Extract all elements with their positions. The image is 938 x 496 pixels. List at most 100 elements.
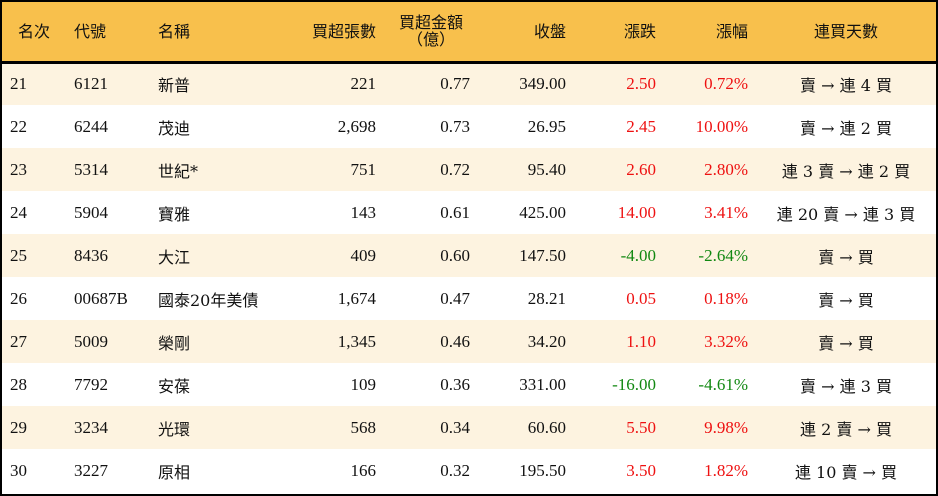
streak-cell: 連 10 賣 → 買	[794, 462, 898, 482]
lots-cell: 1,674	[337, 288, 376, 308]
change-cell: -4.00	[620, 245, 656, 265]
code-cell: 3234	[74, 417, 108, 437]
lots-cell: 143	[350, 202, 377, 222]
name-cell[interactable]: 新普	[158, 76, 191, 96]
rank-cell: 22	[10, 116, 27, 136]
code-cell: 6244	[74, 116, 108, 136]
change-cell: 14.00	[617, 202, 656, 222]
table-header-row: 名次 代號 名稱 買超張數 買超金額 （億） 收盤 漲跌 漲幅 連買天數	[2, 2, 936, 62]
streak-cell: 賣 → 買	[818, 290, 874, 310]
rank-cell: 23	[10, 159, 27, 179]
amount-cell: 0.34	[440, 417, 470, 437]
amount-cell: 0.60	[440, 245, 470, 265]
lots-cell: 751	[350, 159, 377, 179]
close-cell: 34.20	[527, 331, 566, 351]
name-cell[interactable]: 原相	[158, 462, 191, 482]
streak-cell: 連 2 賣 → 買	[800, 419, 892, 439]
close-cell: 60.60	[527, 417, 566, 437]
close-cell: 147.50	[519, 245, 566, 265]
change-pct-cell: 10.00%	[695, 116, 748, 136]
header-net-buy-amount-line2: （億）	[406, 30, 455, 50]
close-cell: 425.00	[519, 202, 566, 222]
change-pct-cell: 0.72%	[704, 74, 748, 94]
amount-cell: 0.73	[440, 116, 470, 136]
streak-cell: 賣 → 買	[818, 333, 874, 353]
header-code[interactable]: 代號	[74, 21, 107, 41]
change-cell: 1.10	[626, 331, 656, 351]
header-change-pct[interactable]: 漲幅	[715, 21, 748, 41]
change-pct-cell: -4.61%	[698, 374, 748, 394]
amount-cell: 0.47	[440, 288, 470, 308]
header-net-buy-amount-line1: 買超金額	[398, 13, 463, 33]
lots-cell: 109	[350, 374, 377, 394]
name-cell[interactable]: 榮剛	[158, 333, 191, 353]
rank-cell: 27	[10, 331, 27, 351]
header-net-buy-amount[interactable]: 買超金額 （億）	[384, 2, 478, 62]
table-row: 28 7792 安葆 109 0.36 331.00 -16.00 -4.61%…	[2, 363, 936, 406]
change-pct-cell: 9.98%	[704, 417, 748, 437]
streak-cell: 連 20 賣 → 連 3 買	[776, 204, 916, 224]
name-cell[interactable]: 大江	[158, 247, 191, 267]
streak-cell: 連 3 賣 → 連 2 買	[781, 161, 911, 181]
table-row: 25 8436 大江 409 0.60 147.50 -4.00 -2.64% …	[2, 234, 936, 277]
header-name[interactable]: 名稱	[158, 21, 191, 41]
streak-cell: 賣 → 連 3 買	[800, 376, 892, 396]
table-row: 29 3234 光環 568 0.34 60.60 5.50 9.98% 連 2…	[2, 406, 936, 449]
name-cell[interactable]: 茂迪	[158, 118, 191, 138]
change-cell: 2.50	[626, 74, 656, 94]
change-pct-cell: 1.82%	[704, 460, 748, 480]
change-pct-cell: 2.80%	[704, 159, 748, 179]
amount-cell: 0.77	[440, 74, 470, 94]
change-pct-cell: 3.32%	[704, 331, 748, 351]
rank-cell: 24	[10, 202, 27, 222]
lots-cell: 1,345	[337, 331, 376, 351]
code-cell: 5904	[74, 202, 108, 222]
rank-cell: 21	[10, 74, 27, 94]
table-row: 21 6121 新普 221 0.77 349.00 2.50 0.72% 賣 …	[2, 62, 936, 105]
streak-cell: 賣 → 連 4 買	[800, 76, 892, 96]
code-cell: 5009	[74, 331, 108, 351]
code-cell: 6121	[74, 74, 108, 94]
code-cell: 5314	[74, 159, 108, 179]
change-cell: 2.60	[626, 159, 656, 179]
close-cell: 331.00	[519, 374, 566, 394]
change-cell: 0.05	[626, 288, 656, 308]
table-row: 26 00687B 國泰20年美債 1,674 0.47 28.21 0.05 …	[2, 277, 936, 320]
amount-cell: 0.36	[440, 374, 470, 394]
streak-cell: 賣 → 連 2 買	[800, 118, 892, 138]
header-consecutive-days[interactable]: 連買天數	[813, 21, 878, 41]
amount-cell: 0.61	[440, 202, 470, 222]
table-row: 22 6244 茂迪 2,698 0.73 26.95 2.45 10.00% …	[2, 105, 936, 148]
close-cell: 26.95	[527, 116, 566, 136]
rank-cell: 26	[10, 288, 27, 308]
table-row: 23 5314 世紀* 751 0.72 95.40 2.60 2.80% 連 …	[2, 148, 936, 191]
name-cell[interactable]: 光環	[158, 419, 191, 439]
name-cell[interactable]: 安葆	[158, 376, 191, 396]
close-cell: 195.50	[519, 460, 566, 480]
lots-cell: 2,698	[337, 116, 376, 136]
table-row: 30 3227 原相 166 0.32 195.50 3.50 1.82% 連 …	[2, 449, 936, 492]
header-rank[interactable]: 名次	[17, 21, 50, 41]
name-cell[interactable]: 國泰20年美債	[158, 290, 259, 310]
change-cell: -16.00	[612, 374, 656, 394]
close-cell: 95.40	[527, 159, 566, 179]
lots-cell: 166	[350, 460, 377, 480]
code-cell: 7792	[74, 374, 108, 394]
rank-cell: 30	[10, 460, 27, 480]
rank-cell: 25	[10, 245, 27, 265]
header-close[interactable]: 收盤	[533, 21, 566, 41]
lots-cell: 221	[350, 74, 377, 94]
change-cell: 3.50	[626, 460, 656, 480]
header-change[interactable]: 漲跌	[623, 21, 656, 41]
header-net-buy-lots[interactable]: 買超張數	[311, 21, 376, 41]
change-cell: 2.45	[626, 116, 656, 136]
lots-cell: 409	[350, 245, 377, 265]
change-cell: 5.50	[626, 417, 656, 437]
close-cell: 28.21	[527, 288, 566, 308]
name-cell[interactable]: 世紀*	[158, 161, 199, 181]
rank-cell: 28	[10, 374, 27, 394]
name-cell[interactable]: 寶雅	[158, 204, 191, 224]
lots-cell: 568	[350, 417, 377, 437]
change-pct-cell: 0.18%	[704, 288, 748, 308]
